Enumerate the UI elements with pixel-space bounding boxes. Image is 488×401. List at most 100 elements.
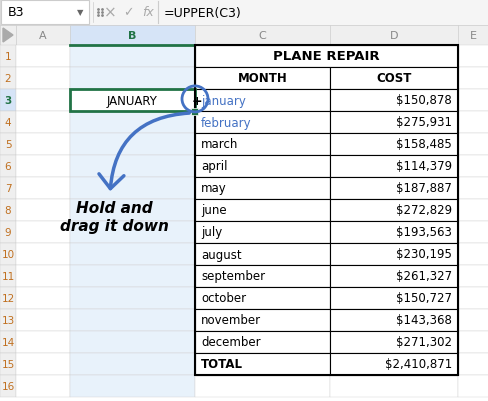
Bar bbox=[16, 112, 70, 134]
Text: $193,563: $193,563 bbox=[395, 226, 451, 239]
Bar bbox=[329, 221, 457, 243]
Bar bbox=[0, 26, 16, 46]
Bar bbox=[195, 243, 329, 265]
Bar bbox=[457, 353, 488, 375]
Bar bbox=[16, 375, 70, 397]
Bar bbox=[329, 265, 457, 287]
Text: $143,368: $143,368 bbox=[395, 314, 451, 327]
Text: 9: 9 bbox=[5, 227, 11, 237]
Bar bbox=[0, 331, 16, 353]
Bar bbox=[329, 178, 457, 200]
Bar bbox=[70, 265, 195, 287]
Bar bbox=[195, 134, 329, 156]
Bar bbox=[195, 309, 329, 331]
Bar bbox=[329, 309, 457, 331]
Bar bbox=[0, 243, 16, 265]
Text: $150,727: $150,727 bbox=[395, 292, 451, 305]
Bar bbox=[16, 178, 70, 200]
Text: $114,379: $114,379 bbox=[395, 160, 451, 173]
Text: 6: 6 bbox=[5, 162, 11, 172]
Text: Hold and: Hold and bbox=[76, 201, 152, 216]
Bar bbox=[457, 90, 488, 112]
Text: ✓: ✓ bbox=[122, 6, 133, 20]
Text: 5: 5 bbox=[5, 140, 11, 150]
Bar bbox=[70, 46, 195, 68]
Bar bbox=[329, 287, 457, 309]
Text: B3: B3 bbox=[8, 6, 24, 20]
Bar bbox=[457, 200, 488, 221]
Bar bbox=[0, 156, 16, 178]
Bar bbox=[70, 134, 195, 156]
Text: august: august bbox=[201, 248, 241, 261]
Bar bbox=[70, 26, 195, 46]
Bar bbox=[195, 178, 329, 200]
Bar bbox=[16, 309, 70, 331]
Bar bbox=[195, 331, 329, 353]
Text: april: april bbox=[201, 160, 227, 173]
Text: MONTH: MONTH bbox=[237, 72, 287, 85]
Bar bbox=[195, 46, 457, 375]
Text: 16: 16 bbox=[1, 381, 15, 391]
Bar bbox=[70, 221, 195, 243]
Bar bbox=[329, 353, 457, 375]
Text: $158,485: $158,485 bbox=[395, 138, 451, 151]
Text: D: D bbox=[389, 31, 397, 41]
Bar bbox=[70, 243, 195, 265]
Bar bbox=[457, 265, 488, 287]
Text: 11: 11 bbox=[1, 271, 15, 281]
Bar bbox=[195, 134, 329, 156]
Bar bbox=[329, 243, 457, 265]
Bar bbox=[457, 287, 488, 309]
Bar bbox=[0, 46, 16, 68]
Bar bbox=[0, 90, 16, 112]
Bar bbox=[329, 156, 457, 178]
Bar bbox=[16, 353, 70, 375]
Bar bbox=[329, 90, 457, 112]
Bar bbox=[195, 375, 329, 397]
Bar bbox=[329, 221, 457, 243]
Bar bbox=[70, 375, 195, 397]
Text: 1: 1 bbox=[5, 52, 11, 62]
Bar bbox=[195, 353, 329, 375]
Bar bbox=[70, 112, 195, 134]
Bar bbox=[329, 112, 457, 134]
Bar bbox=[0, 375, 16, 397]
Bar bbox=[457, 134, 488, 156]
Bar bbox=[329, 265, 457, 287]
Bar bbox=[70, 353, 195, 375]
Bar bbox=[457, 68, 488, 90]
Text: $275,931: $275,931 bbox=[395, 116, 451, 129]
Bar bbox=[16, 265, 70, 287]
Text: =UPPER(C3): =UPPER(C3) bbox=[163, 6, 241, 20]
Bar bbox=[70, 90, 195, 112]
Bar bbox=[70, 331, 195, 353]
Text: 2: 2 bbox=[5, 74, 11, 84]
Bar bbox=[195, 90, 329, 112]
Bar bbox=[329, 243, 457, 265]
Bar bbox=[195, 200, 329, 221]
Text: 10: 10 bbox=[1, 249, 15, 259]
Text: 8: 8 bbox=[5, 205, 11, 215]
Bar bbox=[457, 112, 488, 134]
Bar bbox=[329, 112, 457, 134]
Bar bbox=[0, 68, 16, 90]
Bar bbox=[0, 0, 488, 26]
Text: $2,410,871: $2,410,871 bbox=[384, 358, 451, 371]
Text: june: june bbox=[201, 204, 226, 217]
Bar bbox=[0, 265, 16, 287]
Bar bbox=[329, 331, 457, 353]
Bar bbox=[16, 331, 70, 353]
Bar bbox=[0, 221, 16, 243]
Text: $261,327: $261,327 bbox=[395, 270, 451, 283]
Bar bbox=[0, 309, 16, 331]
Bar bbox=[195, 112, 329, 134]
Text: 15: 15 bbox=[1, 359, 15, 369]
Polygon shape bbox=[3, 29, 13, 43]
Bar bbox=[195, 46, 457, 68]
Text: september: september bbox=[201, 270, 264, 283]
Bar bbox=[329, 200, 457, 221]
Text: $230,195: $230,195 bbox=[395, 248, 451, 261]
Bar bbox=[16, 221, 70, 243]
Text: $187,887: $187,887 bbox=[395, 182, 451, 195]
Text: B: B bbox=[128, 31, 137, 41]
